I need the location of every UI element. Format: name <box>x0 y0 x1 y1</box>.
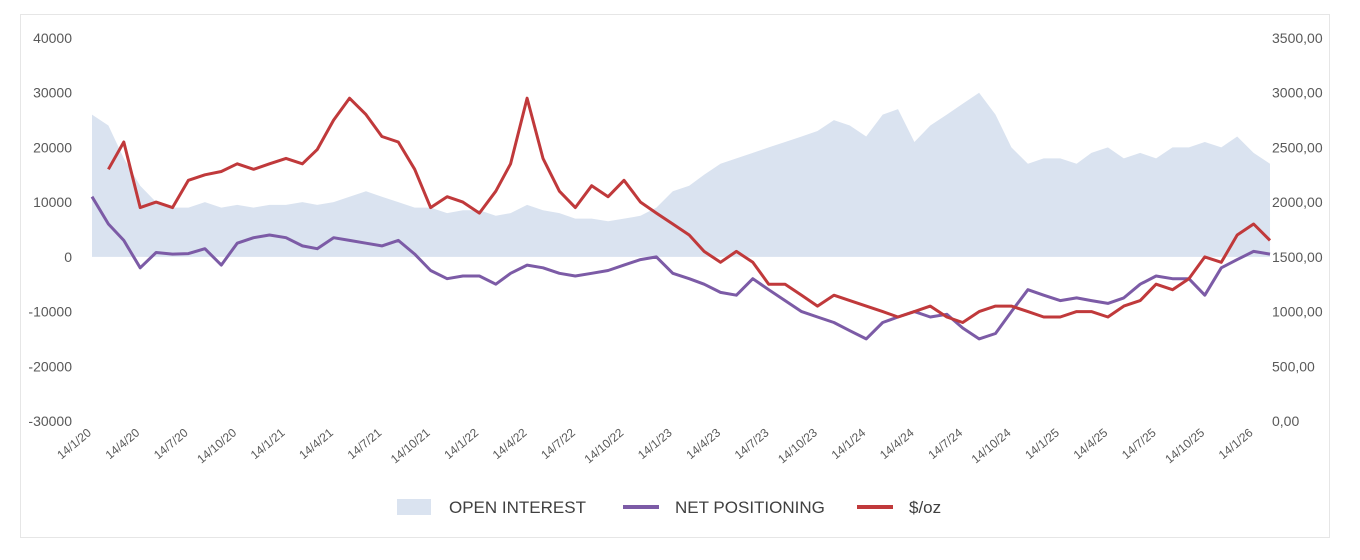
legend-label: OPEN INTEREST <box>449 498 586 517</box>
x-tick-label: 14/1/21 <box>248 425 288 462</box>
right-tick-label: 2000,00 <box>1272 194 1323 210</box>
x-tick-label: 14/10/22 <box>582 425 627 466</box>
series-lines-layer <box>90 96 1272 341</box>
right-tick-label: 3500,00 <box>1272 30 1323 46</box>
left-tick-label: -20000 <box>28 358 72 374</box>
x-tick-label: 14/10/23 <box>775 425 820 466</box>
x-tick-label: 14/1/23 <box>635 425 675 462</box>
x-tick-label: 14/7/21 <box>345 425 385 462</box>
right-axis-ticks: 3500,00 3000,00 2500,00 2000,00 1500,00 1000,… <box>1272 30 1323 429</box>
x-tick-label: 14/7/22 <box>538 425 578 462</box>
left-axis-ticks: 40000 30000 20000 10000 0 -10000 -20000 -30000 <box>28 30 72 429</box>
x-tick-label: 14/10/21 <box>388 425 433 466</box>
left-tick-label: 30000 <box>33 85 72 101</box>
x-tick-label: 14/7/20 <box>151 425 191 462</box>
x-tick-label: 14/7/23 <box>732 425 772 462</box>
right-tick-label: 1500,00 <box>1272 249 1323 265</box>
net-positioning-line <box>90 195 1271 341</box>
legend-label: $/oz <box>909 498 941 517</box>
x-tick-label: 14/10/24 <box>969 425 1014 466</box>
x-tick-label: 14/10/20 <box>194 425 239 466</box>
legend-swatch-open-interest <box>397 499 431 515</box>
left-tick-label: 20000 <box>33 139 72 155</box>
left-tick-label: 10000 <box>33 194 72 210</box>
x-axis-ticks: 14/1/20 14/4/20 14/7/20 14/10/20 14/1/21 14/4… <box>54 425 1256 466</box>
left-tick-label: 40000 <box>33 30 72 46</box>
left-tick-label: -30000 <box>28 413 72 429</box>
x-tick-label: 14/4/21 <box>296 425 336 462</box>
chart-frame <box>20 14 1330 538</box>
x-tick-label: 14/4/24 <box>877 425 917 462</box>
x-tick-label: 14/1/20 <box>54 425 94 462</box>
left-tick-label: -10000 <box>28 304 72 320</box>
x-tick-label: 14/7/25 <box>1119 425 1159 462</box>
x-tick-label: 14/7/24 <box>925 425 965 462</box>
price-line <box>107 96 1272 324</box>
x-tick-label: 14/4/20 <box>103 425 143 462</box>
right-tick-label: 1000,00 <box>1272 304 1323 320</box>
legend: OPEN INTEREST NET POSITIONING $/oz <box>397 498 941 517</box>
x-tick-label: 14/1/22 <box>441 425 481 462</box>
open-interest-area-layer <box>92 92 1271 257</box>
x-tick-label: 14/4/23 <box>683 425 723 462</box>
x-tick-label: 14/1/25 <box>1022 425 1062 462</box>
legend-label: NET POSITIONING <box>675 498 825 517</box>
left-tick-label: 0 <box>64 249 72 265</box>
right-tick-label: 500,00 <box>1272 358 1315 374</box>
x-tick-label: 14/4/25 <box>1071 425 1111 462</box>
open-interest-area <box>92 92 1271 257</box>
x-tick-label: 14/10/25 <box>1162 425 1207 466</box>
x-tick-label: 14/1/26 <box>1216 425 1256 462</box>
x-tick-label: 14/1/24 <box>829 425 869 462</box>
right-tick-label: 3000,00 <box>1272 85 1323 101</box>
x-tick-label: 14/4/22 <box>490 425 530 462</box>
right-tick-label: 0,00 <box>1272 413 1299 429</box>
right-tick-label: 2500,00 <box>1272 139 1323 155</box>
